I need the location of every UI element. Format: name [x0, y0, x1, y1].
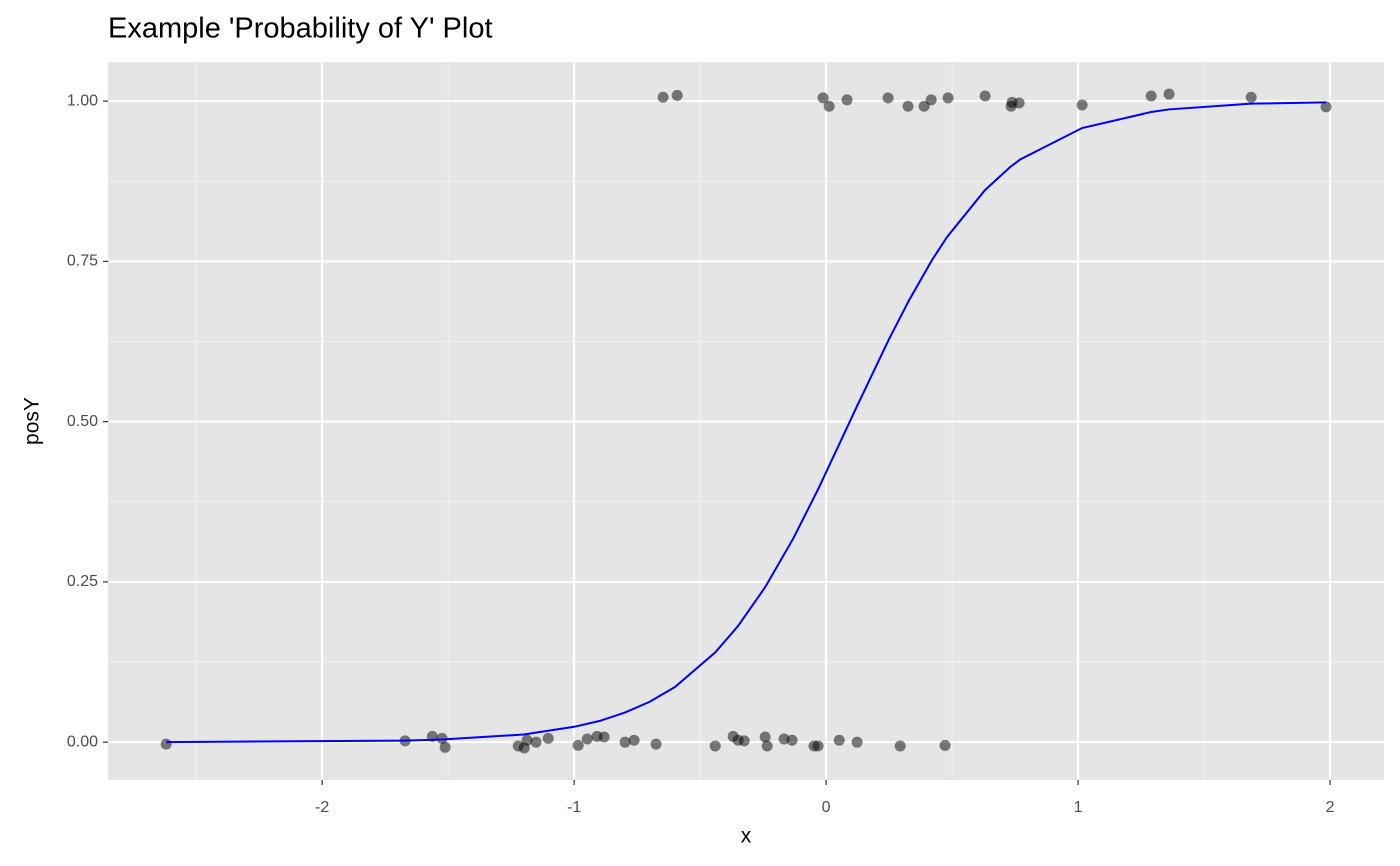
point	[902, 100, 914, 112]
point	[823, 100, 835, 112]
chart-title: Example 'Probability of Y' Plot	[108, 13, 493, 45]
point	[942, 92, 954, 104]
point	[812, 740, 824, 752]
point	[759, 731, 771, 743]
y-axis-label: posY	[21, 397, 44, 445]
point	[778, 733, 790, 745]
x-tick-label: 0	[822, 799, 831, 816]
x-tick-label: -2	[315, 799, 329, 816]
point	[709, 740, 721, 752]
point	[1245, 91, 1257, 103]
point	[657, 91, 669, 103]
point	[521, 734, 533, 746]
x-tick-label: -1	[567, 799, 581, 816]
point	[581, 733, 593, 745]
point	[1013, 97, 1025, 109]
point	[160, 738, 172, 750]
y-tick-label: 0.50	[67, 413, 98, 430]
x-tick-label: 1	[1074, 799, 1083, 816]
point	[1320, 101, 1332, 113]
point	[619, 736, 631, 748]
point	[925, 94, 937, 106]
point	[1163, 88, 1175, 100]
point	[918, 100, 930, 112]
point	[598, 731, 610, 743]
point	[628, 734, 640, 746]
point	[817, 92, 829, 104]
point	[671, 89, 683, 101]
point	[841, 94, 853, 106]
point	[572, 739, 584, 751]
x-tick-label: 2	[1326, 799, 1335, 816]
point	[894, 740, 906, 752]
point	[650, 738, 662, 750]
point	[833, 734, 845, 746]
point	[1076, 99, 1088, 111]
point	[882, 92, 894, 104]
point	[738, 735, 750, 747]
point	[439, 741, 451, 753]
point	[786, 734, 798, 746]
point	[436, 732, 448, 744]
point	[1145, 90, 1157, 102]
y-tick-label: 0.75	[67, 253, 98, 270]
x-axis-label: x	[741, 825, 752, 848]
point	[530, 736, 542, 748]
y-tick-label: 0.00	[67, 733, 98, 750]
y-tick-label: 0.25	[67, 573, 98, 590]
point	[939, 739, 951, 751]
fit-line	[166, 101, 1327, 744]
point	[851, 736, 863, 748]
point	[542, 732, 554, 744]
y-tick-label: 1.00	[67, 92, 98, 109]
point	[979, 90, 991, 102]
point	[761, 740, 773, 752]
